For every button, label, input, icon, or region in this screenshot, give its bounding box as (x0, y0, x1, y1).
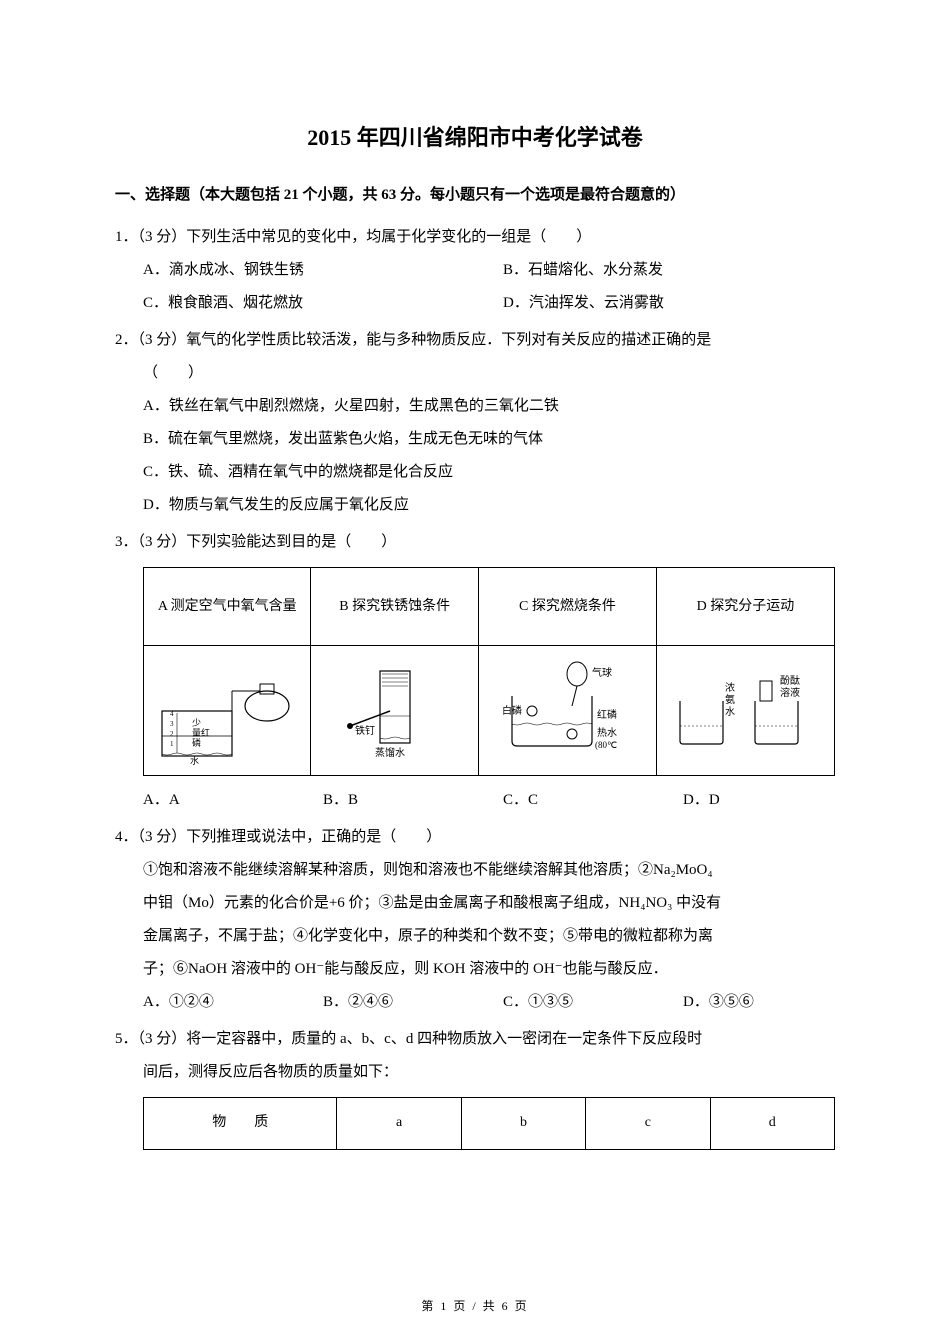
q3-diagram-c: 气球 白磷 红磷 热水 (80℃ (478, 646, 656, 776)
q2-stem2: （ ） (115, 357, 835, 390)
diagram-c-svg: 气球 白磷 红磷 热水 (80℃ (487, 656, 647, 766)
svg-text:热水: 热水 (597, 726, 617, 739)
q2-option-c: C．铁、硫、酒精在氧气中的燃烧都是化合反应 (115, 456, 835, 489)
svg-text:红磷: 红磷 (597, 708, 617, 721)
section-header: 一、选择题（本大题包括 21 个小题，共 63 分。每小题只有一个选项是最符合题… (115, 182, 835, 209)
q4-body4: 子；⑥NaOH 溶液中的 OH⁻能与酸反应，则 KOH 溶液中的 OH⁻也能与酸… (115, 953, 835, 986)
diagram-d-svg: 浓 氨 水 酚酞 溶液 (665, 656, 825, 766)
q1-option-a: A．滴水成冰、钢铁生锈 (115, 254, 475, 287)
q4-body2: 中钼（Mo）元素的化合价是+6 价；③盐是由金属离子和酸根离子组成，NH₄NO₃… (115, 887, 835, 920)
q3-diagram-d: 浓 氨 水 酚酞 溶液 (656, 646, 834, 776)
diagram-a-svg: 4 3 2 1 少 量红 磷 水 (152, 656, 302, 766)
q4-option-d: D．③⑤⑥ (655, 986, 835, 1019)
q2-option-a: A．铁丝在氧气中剧烈燃烧，火星四射，生成黑色的三氧化二铁 (115, 390, 835, 423)
q1-option-b: B．石蜡熔化、水分蒸发 (475, 254, 835, 287)
svg-text:2: 2 (170, 730, 174, 738)
svg-text:少: 少 (192, 718, 201, 728)
q5-cell-0-1: a (337, 1098, 461, 1150)
question-1: 1．（3 分）下列生活中常见的变化中，均属于化学变化的一组是（ ） A．滴水成冰… (115, 221, 835, 320)
q3-stem: 3．（3 分）下列实验能达到目的是（ ） (115, 526, 835, 559)
svg-text:酚酞: 酚酞 (780, 674, 800, 687)
q5-cell-0-4: d (710, 1098, 834, 1150)
q3-option-a: A．A (115, 784, 295, 817)
q4-option-c: C．①③⑤ (475, 986, 655, 1019)
q3-header-c: C 探究燃烧条件 (478, 568, 656, 646)
q4-body1: ①饱和溶液不能继续溶解某种溶质，则饱和溶液也不能继续溶解其他溶质；②Na₂MoO… (115, 854, 835, 887)
q2-option-b: B．硫在氧气里燃烧，发出蓝紫色火焰，生成无色无味的气体 (115, 423, 835, 456)
q3-option-c: C．C (475, 784, 655, 817)
q5-stem: 5．（3 分）将一定容器中，质量的 a、b、c、d 四种物质放入一密闭在一定条件… (115, 1023, 835, 1056)
svg-text:量红: 量红 (192, 727, 210, 738)
q5-cell-0-3: c (586, 1098, 710, 1150)
q3-header-b: B 探究铁锈蚀条件 (311, 568, 478, 646)
q4-body3: 金属离子，不属于盐；④化学变化中，原子的种类和个数不变；⑤带电的微粒都称为离 (115, 920, 835, 953)
svg-text:4: 4 (170, 710, 174, 718)
question-2: 2．（3 分）氧气的化学性质比较活泼，能与多种物质反应．下列对有关反应的描述正确… (115, 324, 835, 522)
question-5: 5．（3 分）将一定容器中，质量的 a、b、c、d 四种物质放入一密闭在一定条件… (115, 1023, 835, 1150)
q3-diagram-b: 铁钉 蒸馏水 (311, 646, 478, 776)
svg-text:3: 3 (170, 720, 174, 728)
q3-header-d: D 探究分子运动 (656, 568, 834, 646)
q5-data-table: 物 质 a b c d (143, 1097, 835, 1150)
q2-option-d: D．物质与氧气发生的反应属于氧化反应 (115, 489, 835, 522)
svg-text:浓: 浓 (725, 682, 735, 694)
svg-text:1: 1 (170, 740, 174, 748)
q2-stem: 2．（3 分）氧气的化学性质比较活泼，能与多种物质反应．下列对有关反应的描述正确… (115, 324, 835, 357)
q3-diagram-a: 4 3 2 1 少 量红 磷 水 (144, 646, 311, 776)
question-3: 3．（3 分）下列实验能达到目的是（ ） A 测定空气中氧气含量 B 探究铁锈蚀… (115, 526, 835, 817)
q3-header-a: A 测定空气中氧气含量 (144, 568, 311, 646)
q5-cell-0-2: b (461, 1098, 585, 1150)
svg-text:溶液: 溶液 (780, 686, 800, 699)
svg-text:水: 水 (725, 706, 735, 718)
page-footer: 第 1 页 / 共 6 页 (0, 1297, 950, 1314)
q4-option-a: A．①②④ (115, 986, 295, 1019)
q4-option-b: B．②④⑥ (295, 986, 475, 1019)
q5-stem2: 间后，测得反应后各物质的质量如下： (115, 1056, 835, 1089)
q3-experiment-table: A 测定空气中氧气含量 B 探究铁锈蚀条件 C 探究燃烧条件 D 探究分子运动 … (143, 567, 835, 776)
q3-option-d: D．D (655, 784, 835, 817)
svg-text:(80℃: (80℃ (595, 740, 617, 750)
svg-text:气球: 气球 (592, 666, 612, 679)
svg-text:铁钉: 铁钉 (355, 724, 375, 737)
svg-text:水: 水 (190, 755, 199, 766)
question-4: 4．（3 分）下列推理或说法中，正确的是（ ） ①饱和溶液不能继续溶解某种溶质，… (115, 821, 835, 1019)
diagram-b-svg: 铁钉 蒸馏水 (320, 656, 470, 766)
exam-title: 2015 年四川省绵阳市中考化学试卷 (115, 120, 835, 152)
q1-option-d: D．汽油挥发、云消雾散 (475, 287, 835, 320)
q1-option-c: C．粮食酿酒、烟花燃放 (115, 287, 475, 320)
q4-stem: 4．（3 分）下列推理或说法中，正确的是（ ） (115, 821, 835, 854)
svg-text:氨: 氨 (725, 693, 735, 706)
q1-stem: 1．（3 分）下列生活中常见的变化中，均属于化学变化的一组是（ ） (115, 221, 835, 254)
q3-option-b: B．B (295, 784, 475, 817)
q5-cell-0-0: 物 质 (144, 1098, 337, 1150)
svg-text:白磷: 白磷 (502, 704, 522, 717)
svg-text:蒸馏水: 蒸馏水 (375, 746, 405, 759)
svg-text:磷: 磷 (192, 737, 201, 748)
